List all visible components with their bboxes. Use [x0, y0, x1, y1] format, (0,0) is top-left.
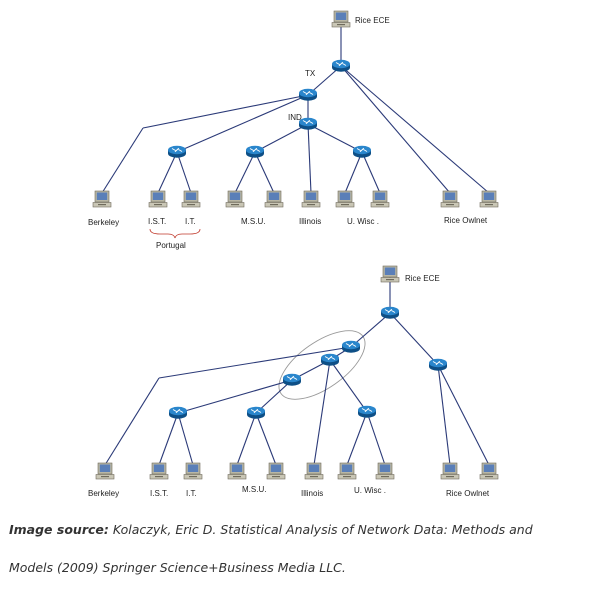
computer-b-illinois [304, 462, 324, 480]
label-tx: TX [305, 69, 316, 78]
label-rice-ece: Rice ECE [355, 16, 390, 25]
router-uwisc [352, 145, 372, 159]
label-b-uwisc: U. Wisc . [354, 486, 386, 495]
computer-b-rice-owlnet-1 [440, 462, 460, 480]
router-portugal [167, 145, 187, 159]
label-b-illinois: Illinois [301, 489, 323, 498]
image-source-label: Image source: [9, 522, 109, 537]
image-source-caption-line-2: Models (2009) Springer Science+Business … [9, 558, 599, 578]
computer-b-rice-ece [380, 265, 400, 283]
computer-msu-1 [225, 190, 245, 208]
citation-line-1: Kolaczyk, Eric D. Statistical Analysis o… [108, 522, 533, 537]
router-b-tx [341, 340, 361, 354]
computer-b-msu-2 [266, 462, 286, 480]
label-b-msu: M.S.U. [242, 485, 266, 494]
computer-rice-owlnet-2 [479, 190, 499, 208]
router-b-owlnet [428, 358, 448, 372]
label-illinois: Illinois [299, 217, 321, 226]
computer-b-it [183, 462, 203, 480]
network-topology-diagram: Rice ECE TX IND Berkeley I.S.T. I.T. M.S… [88, 10, 499, 498]
bottom-edges [104, 277, 490, 466]
router-b-ind [320, 353, 340, 367]
router-b-portugal [168, 406, 188, 420]
computer-uwisc-2 [370, 190, 390, 208]
computer-berkeley [92, 190, 112, 208]
label-portugal: Portugal [156, 241, 186, 250]
computer-b-uwisc-2 [375, 462, 395, 480]
label-b-rice-ece: Rice ECE [405, 274, 440, 283]
label-b-ist: I.S.T. [150, 489, 168, 498]
computer-rice-ece [331, 10, 351, 28]
top-labels: Rice ECE TX IND Berkeley I.S.T. I.T. M.S… [88, 16, 488, 250]
bottom-labels: Rice ECE Berkeley I.S.T. I.T. M.S.U. Ill… [88, 274, 490, 498]
label-it: I.T. [185, 217, 196, 226]
computer-rice-owlnet-1 [440, 190, 460, 208]
computer-ist [148, 190, 168, 208]
bottom-routers [168, 306, 448, 420]
computer-illinois [301, 190, 321, 208]
computer-it [181, 190, 201, 208]
citation-line-2: Models (2009) Springer Science+Business … [9, 560, 346, 575]
computer-b-uwisc-1 [337, 462, 357, 480]
label-b-berkeley: Berkeley [88, 489, 119, 498]
computer-uwisc-1 [335, 190, 355, 208]
portugal-brace [149, 228, 201, 239]
label-rice-owlnet: Rice Owlnet [444, 216, 488, 225]
computer-b-berkeley [95, 462, 115, 480]
image-source-caption-line-1: Image source: Kolaczyk, Eric D. Statisti… [9, 520, 599, 540]
router-b-uwisc [357, 405, 377, 419]
label-b-it: I.T. [186, 489, 197, 498]
top-edges [101, 25, 490, 194]
bottom-computers [95, 265, 499, 480]
router-msu [245, 145, 265, 159]
label-ind: IND [288, 113, 302, 122]
label-ist: I.S.T. [148, 217, 166, 226]
computer-msu-2 [264, 190, 284, 208]
router-tx-hub [298, 88, 318, 102]
label-uwisc: U. Wisc . [347, 217, 379, 226]
router-b-hub [282, 373, 302, 387]
label-b-rice-owlnet: Rice Owlnet [446, 489, 490, 498]
router-b-msu [246, 406, 266, 420]
computer-b-rice-owlnet-2 [479, 462, 499, 480]
label-berkeley: Berkeley [88, 218, 119, 227]
computer-b-ist [149, 462, 169, 480]
router-tx [331, 59, 351, 73]
label-msu: M.S.U. [241, 217, 265, 226]
highlight-ellipse [278, 330, 366, 400]
router-b-ece [380, 306, 400, 320]
computer-b-msu-1 [227, 462, 247, 480]
